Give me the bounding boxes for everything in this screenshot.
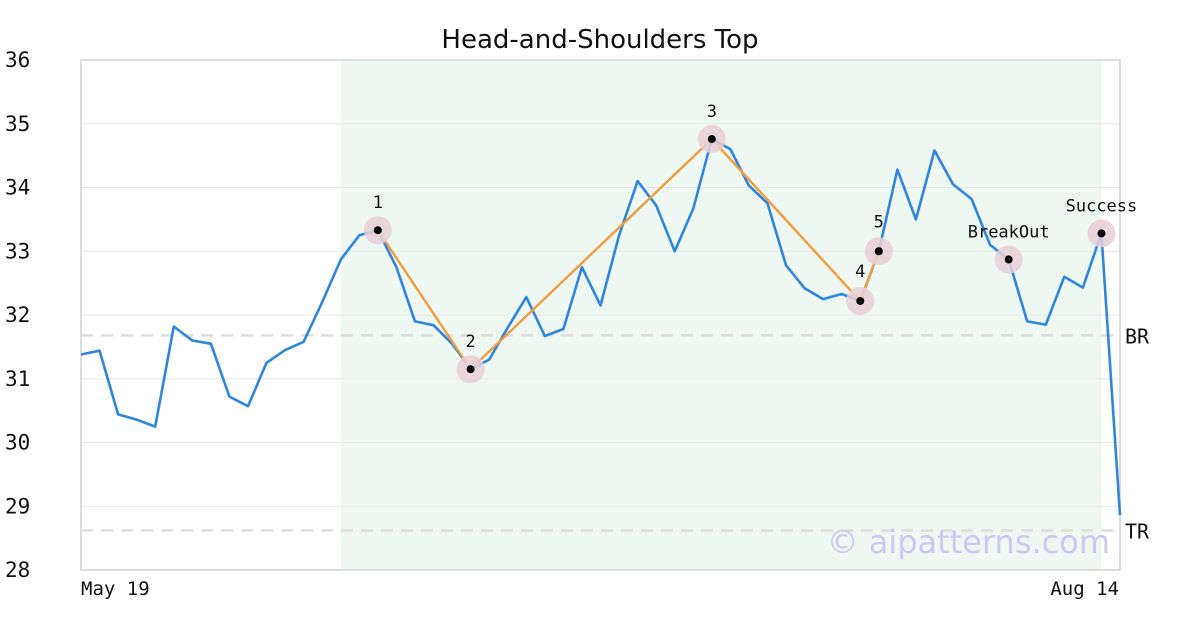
x-tick-label: May 19 — [81, 578, 150, 600]
y-tick-label: 36 — [5, 48, 30, 72]
y-tick-label: 35 — [5, 112, 30, 136]
y-tick-label: 29 — [5, 494, 30, 518]
point-2-label: 2 — [466, 332, 476, 352]
point-breakout-marker — [1004, 255, 1013, 264]
point-1-label: 1 — [373, 193, 383, 213]
y-tick-label: 33 — [5, 239, 30, 263]
y-gridlines — [81, 123, 1120, 507]
point-4-marker — [856, 296, 865, 305]
reference-lines: BR TR — [81, 324, 1150, 543]
y-axis-tick-labels: 28 29 30 31 32 33 34 35 36 — [5, 48, 30, 582]
chart-title: Head-and-Shoulders Top — [441, 25, 758, 55]
point-5-marker — [874, 247, 883, 256]
y-tick-label: 31 — [5, 367, 30, 391]
reference-label-tr: TR — [1125, 519, 1150, 543]
point-success-label: Success — [1066, 196, 1138, 216]
y-tick-label: 30 — [5, 431, 30, 455]
point-5-label: 5 — [874, 212, 884, 232]
plot-area-frame — [80, 59, 1121, 571]
x-axis-tick-labels: May 19 Aug 14 — [81, 578, 1119, 600]
pattern-markers: 1 2 3 4 5 BreakOut Success — [363, 102, 1138, 384]
y-tick-label: 28 — [5, 558, 30, 582]
point-3-label: 3 — [707, 102, 717, 122]
point-4-label: 4 — [855, 262, 865, 282]
point-2-marker — [466, 365, 475, 374]
y-tick-label: 34 — [5, 176, 30, 200]
y-tick-label: 32 — [5, 303, 30, 327]
price-series-line — [80, 137, 1122, 516]
point-success-marker — [1097, 229, 1106, 238]
point-3-marker — [707, 135, 716, 144]
point-1-marker — [373, 226, 382, 235]
reference-label-br: BR — [1125, 324, 1150, 348]
x-tick-label: Aug 14 — [1050, 578, 1119, 600]
watermark: © aipatterns.com — [827, 523, 1110, 561]
point-breakout-label: BreakOut — [968, 223, 1050, 243]
